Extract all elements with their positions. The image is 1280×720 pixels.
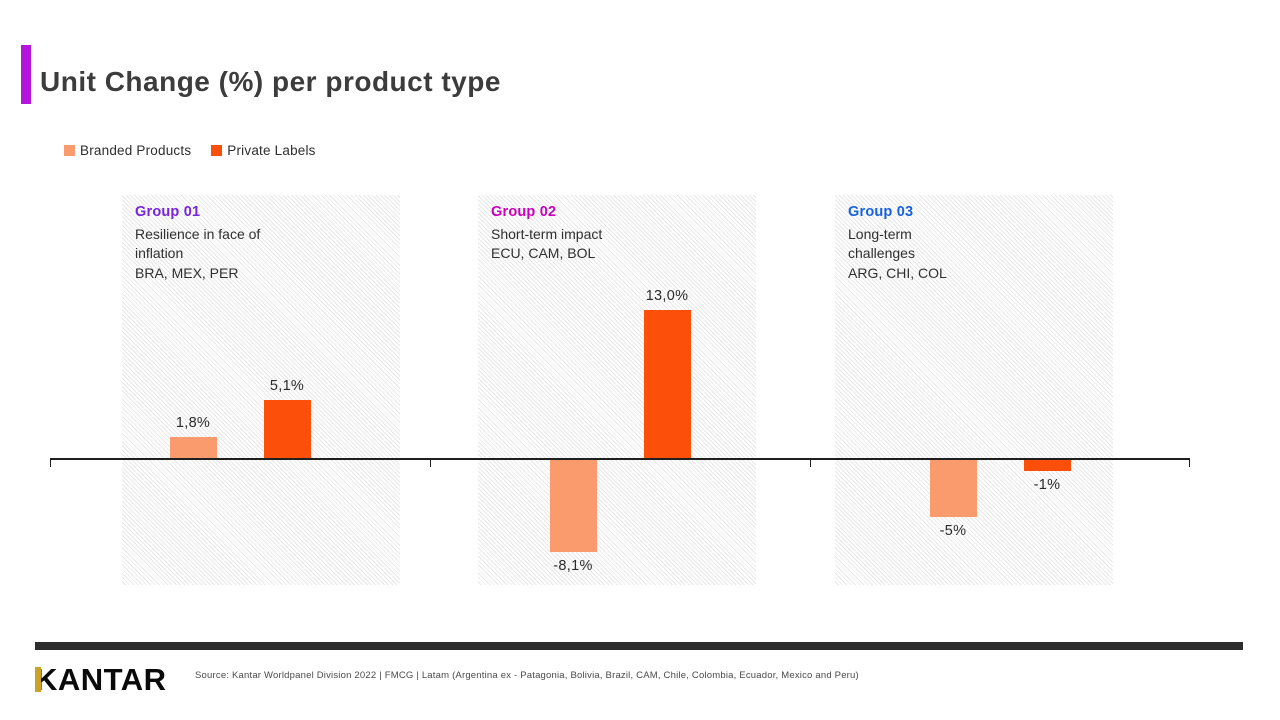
bar-value-label: 13,0% (645, 288, 689, 304)
legend-label: Branded Products (80, 143, 192, 158)
legend-label: Private Labels (227, 143, 316, 158)
footer-divider (35, 642, 1243, 650)
kantar-logo-gold-mark-icon (35, 667, 41, 692)
group-title: Group 02 (491, 204, 557, 220)
group-description: Resilience in face of inflation (135, 225, 261, 262)
kantar-logo-text: KANTAR (35, 662, 167, 697)
source-attribution: Source: Kantar Worldpanel Division 2022 … (195, 670, 859, 681)
group-title: Group 01 (135, 204, 201, 220)
bar-value-label: 5,1% (269, 378, 305, 394)
x-axis-tick (50, 460, 51, 467)
bar-private-labels (263, 400, 311, 458)
x-axis-tick (810, 460, 811, 467)
x-axis-tick (1189, 460, 1190, 467)
bar-value-label: -1% (1033, 477, 1061, 493)
chart-legend: Branded Products Private Labels (64, 143, 316, 158)
x-axis-tick (430, 460, 431, 467)
bar-value-label: -5% (939, 523, 967, 539)
group-description: Short-term impact (491, 225, 603, 242)
bar-value-label: -8,1% (553, 558, 593, 574)
group-description: Long-term challenges (848, 225, 915, 262)
private-labels-swatch-icon (211, 145, 223, 156)
branded-products-swatch-icon (64, 145, 75, 156)
legend-item-private-labels: Private Labels (211, 143, 315, 158)
legend-item-branded-products: Branded Products (64, 143, 191, 158)
bar-branded-products (929, 460, 977, 517)
group-panel (478, 195, 756, 585)
bar-private-labels (643, 310, 691, 458)
group-panel (122, 195, 400, 585)
group-header: Group 02 Short-term impact ECU, CAM, BOL (491, 203, 676, 264)
title-accent-bar (21, 45, 31, 104)
group-header: Group 01 Resilience in face of inflation B… (135, 203, 320, 283)
bar-value-label: 1,8% (175, 415, 211, 431)
group-title: Group 03 (848, 204, 914, 220)
group-countries: BRA, MEX, PER (135, 264, 239, 281)
group-header: Group 03 Long-term challenges ARG, CHI, CO… (848, 203, 1033, 283)
kantar-logo: KANTAR (35, 662, 167, 697)
group-countries: ARG, CHI, COL (848, 264, 947, 281)
group-panel (835, 195, 1113, 585)
bar-private-labels (1023, 460, 1071, 471)
group-countries: ECU, CAM, BOL (491, 245, 596, 261)
page-title: Unit Change (%) per product type (40, 65, 501, 97)
x-axis-line (50, 458, 1190, 460)
bar-branded-products (549, 460, 597, 552)
bar-branded-products (169, 437, 217, 458)
